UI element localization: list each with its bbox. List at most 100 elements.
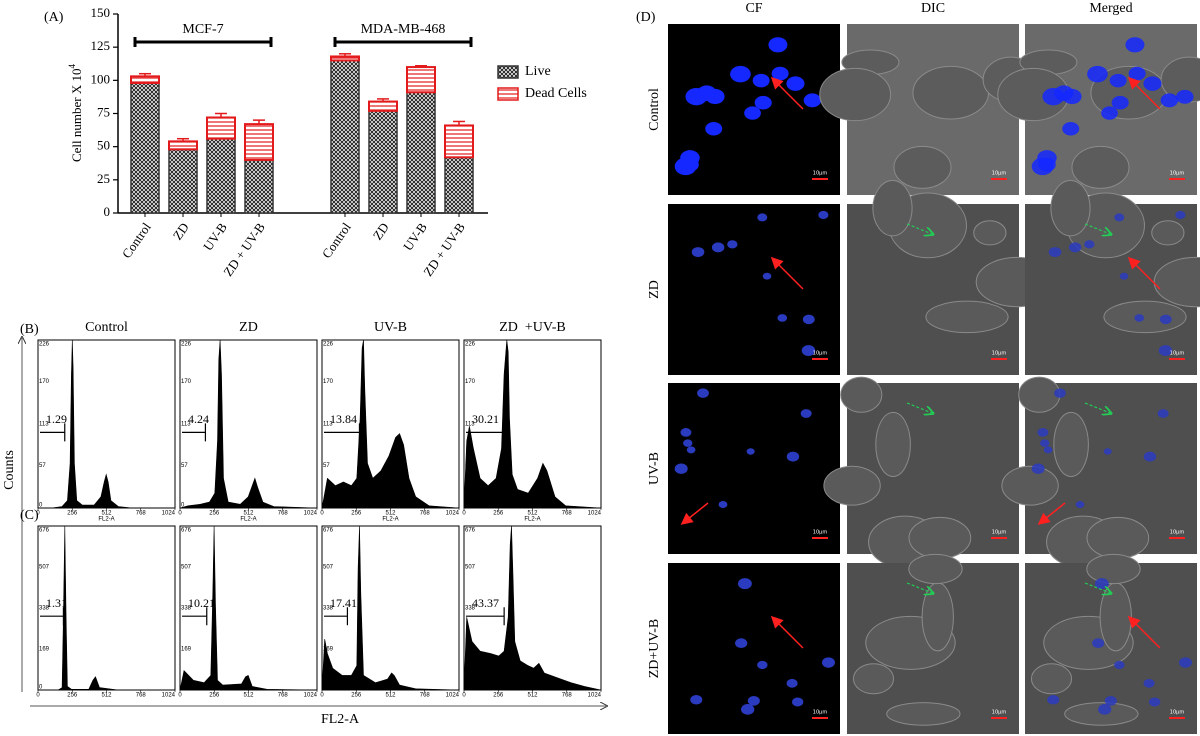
panel-label: (C): [20, 508, 39, 523]
nucleus: [757, 660, 768, 670]
y-tick-label: 57: [465, 463, 472, 469]
scale-bar-label: 10μm: [813, 351, 828, 357]
nucleus: [1175, 210, 1186, 220]
bar-segment: [406, 91, 436, 214]
nucleus: [730, 65, 751, 83]
nucleus: [1178, 657, 1192, 668]
y-tick-label: 113: [465, 422, 475, 428]
nucleus: [1038, 157, 1056, 172]
cell-outline: [840, 376, 883, 413]
scale-bar-label: 10μm: [992, 530, 1007, 536]
nucleus: [738, 578, 752, 590]
arrow: [1084, 582, 1110, 593]
nucleus: [727, 240, 738, 249]
y-tick-label: 0: [104, 204, 111, 219]
nucleus: [697, 85, 717, 101]
column-title: ZD: [239, 320, 258, 335]
nucleus: [768, 37, 788, 53]
y-tick-label: 338: [181, 606, 192, 612]
y-tick-label: 338: [323, 606, 334, 612]
arrow: [1127, 256, 1161, 290]
x-tick-label: 0: [178, 511, 182, 517]
y-axis-label-text: Cell number X 10: [69, 68, 84, 162]
cell-outline: [1086, 553, 1141, 585]
arrow: [906, 582, 932, 593]
y-axis-label: Cell number X 104: [67, 63, 84, 162]
nucleus: [771, 66, 789, 81]
y-tick-label: 169: [323, 647, 334, 653]
micrograph: 10μm: [847, 553, 1019, 734]
nucleus: [1157, 409, 1169, 418]
row-label: UV-B: [647, 452, 662, 485]
legend-swatch: [497, 87, 519, 101]
column-title: UV-B: [374, 320, 407, 335]
arrow: [1037, 502, 1066, 525]
bar-segment: [368, 100, 398, 112]
cell-outline: [1086, 516, 1150, 559]
y-tick-label: 170: [323, 379, 334, 385]
x-tick-label: 512: [527, 693, 538, 699]
scale-bar-label: 10μm: [1170, 351, 1185, 357]
nucleus: [762, 272, 772, 280]
x-tick-label: 256: [67, 693, 78, 699]
bar-segment: [406, 66, 436, 94]
x-tick-label: 0: [320, 693, 324, 699]
nucleus: [1098, 704, 1112, 715]
nucleus: [1062, 121, 1080, 136]
x-tick-label: 512: [101, 693, 112, 699]
y-tick-label: 100: [91, 71, 111, 86]
bar-segment: [368, 110, 398, 214]
x-tick-label: 512: [243, 511, 254, 517]
y-tick-label: 57: [181, 463, 188, 469]
y-tick-label: 57: [39, 463, 46, 469]
x-tick-label: 512: [385, 511, 396, 517]
scale-bar-label: 10μm: [1170, 530, 1185, 536]
gate-marker: [324, 607, 349, 626]
nucleus: [1143, 451, 1157, 462]
x-tick-label: 768: [562, 693, 573, 699]
column-header: Merged: [1089, 1, 1132, 16]
legend-label: Dead Cells: [525, 86, 587, 101]
nucleus: [792, 697, 804, 707]
x-axis-label: FL2-A: [382, 517, 398, 523]
nucleus: [1114, 660, 1125, 670]
nucleus: [735, 638, 748, 649]
histogram-area: [179, 525, 318, 691]
y-tick-label: 50: [97, 138, 110, 153]
nucleus: [1119, 272, 1129, 280]
x-tick-label: 1024: [162, 511, 176, 517]
legend-swatch: [497, 65, 519, 79]
x-tick-label: 512: [385, 693, 396, 699]
scale-bar-label: 10μm: [1170, 710, 1185, 716]
row-label: Control: [647, 88, 662, 131]
x-tick-label: 1024: [588, 693, 602, 699]
y-tick-label: 338: [39, 606, 50, 612]
x-tick-label: 768: [136, 511, 147, 517]
nucleus: [1101, 106, 1118, 120]
x-tick-label: 0: [36, 511, 40, 517]
arrow: [1127, 615, 1161, 649]
cell-outline: [823, 465, 881, 506]
y-tick-label: 57: [323, 463, 330, 469]
column-header: DIC: [921, 1, 945, 16]
micrograph: 10μm: [668, 24, 840, 195]
y-tick-label: 676: [39, 528, 50, 534]
error-bar: [215, 112, 227, 118]
x-tick-label: 0: [320, 511, 324, 517]
x-tick-label: 768: [278, 693, 289, 699]
nucleus: [1103, 448, 1112, 455]
y-tick-label: 226: [465, 342, 476, 348]
cell-outline: [912, 65, 989, 120]
cell-outline: [921, 582, 954, 652]
nucleus: [711, 242, 725, 253]
x-tick-label: 1024: [304, 511, 318, 517]
histogram-area: [179, 339, 318, 509]
y-tick-label: 338: [465, 606, 476, 612]
nucleus: [802, 314, 815, 325]
y-tick-label: 0: [323, 503, 327, 509]
cell-outline: [908, 553, 963, 585]
x-tick-label: 256: [67, 511, 78, 517]
gate-label: 17.41: [330, 596, 357, 610]
y-tick-label: 150: [91, 5, 111, 20]
y-tick-label: 169: [465, 647, 476, 653]
